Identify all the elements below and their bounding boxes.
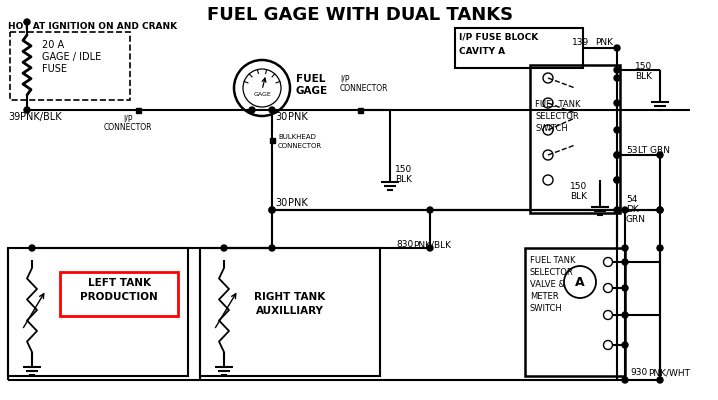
Text: HOT AT IGNITION ON AND CRANK: HOT AT IGNITION ON AND CRANK xyxy=(8,22,177,31)
Text: CONNECTOR: CONNECTOR xyxy=(340,84,388,93)
Text: LEFT TANK: LEFT TANK xyxy=(88,278,151,288)
Text: 930: 930 xyxy=(630,368,647,377)
Text: METER: METER xyxy=(530,292,559,301)
Bar xyxy=(136,108,141,112)
Text: SELECTOR: SELECTOR xyxy=(530,268,574,277)
Bar xyxy=(525,248,625,376)
Text: SELECTOR: SELECTOR xyxy=(535,112,579,121)
Bar xyxy=(455,28,583,68)
Text: GAGE / IDLE: GAGE / IDLE xyxy=(42,52,101,62)
Circle shape xyxy=(614,45,620,51)
Circle shape xyxy=(249,107,255,113)
Text: PNK/BLK: PNK/BLK xyxy=(20,112,62,122)
Text: A: A xyxy=(575,276,585,288)
Text: FUSE: FUSE xyxy=(42,64,67,74)
Text: FUEL TANK: FUEL TANK xyxy=(535,100,580,109)
Text: 54: 54 xyxy=(626,195,638,204)
Text: PRODUCTION: PRODUCTION xyxy=(80,292,158,302)
Text: CONNECTOR: CONNECTOR xyxy=(103,123,152,132)
Circle shape xyxy=(622,377,628,383)
Text: AUXILLIARY: AUXILLIARY xyxy=(256,306,324,316)
Text: RIGHT TANK: RIGHT TANK xyxy=(254,292,326,302)
Circle shape xyxy=(657,207,663,213)
Text: FUEL: FUEL xyxy=(296,74,325,84)
Text: PNK: PNK xyxy=(595,38,613,47)
Circle shape xyxy=(622,207,628,213)
Text: I/P: I/P xyxy=(123,114,133,123)
Circle shape xyxy=(614,100,620,106)
Text: 139: 139 xyxy=(572,38,589,47)
Text: CAVITY A: CAVITY A xyxy=(459,47,505,56)
Text: PNK: PNK xyxy=(288,112,308,122)
Text: BLK: BLK xyxy=(570,192,587,201)
Circle shape xyxy=(269,207,275,213)
Circle shape xyxy=(614,67,620,73)
Bar xyxy=(269,138,274,142)
Text: PNK/BLK: PNK/BLK xyxy=(413,240,451,249)
Text: GAGE: GAGE xyxy=(253,92,271,97)
Circle shape xyxy=(427,207,433,213)
Circle shape xyxy=(614,127,620,133)
Circle shape xyxy=(622,342,628,348)
Circle shape xyxy=(622,285,628,291)
Circle shape xyxy=(614,207,620,213)
Text: FUEL GAGE WITH DUAL TANKS: FUEL GAGE WITH DUAL TANKS xyxy=(207,6,513,24)
Circle shape xyxy=(24,107,30,113)
Bar xyxy=(358,108,363,112)
Circle shape xyxy=(614,75,620,81)
Text: GRN: GRN xyxy=(626,215,646,224)
Circle shape xyxy=(269,245,275,251)
Text: VALVE &: VALVE & xyxy=(530,280,565,289)
Circle shape xyxy=(622,245,628,251)
Text: I/P FUSE BLOCK: I/P FUSE BLOCK xyxy=(459,33,538,42)
Circle shape xyxy=(614,177,620,183)
Bar xyxy=(10,32,130,100)
Circle shape xyxy=(614,177,620,183)
Circle shape xyxy=(614,152,620,158)
Circle shape xyxy=(622,259,628,265)
Text: 30: 30 xyxy=(275,112,287,122)
Text: CONNECTOR: CONNECTOR xyxy=(278,143,322,149)
Text: 830: 830 xyxy=(396,240,414,249)
Circle shape xyxy=(614,152,620,158)
Circle shape xyxy=(269,207,275,213)
Text: 30: 30 xyxy=(275,198,287,208)
Text: BLK: BLK xyxy=(395,175,412,184)
Bar xyxy=(60,272,178,316)
Circle shape xyxy=(29,245,35,251)
Text: LT GRN: LT GRN xyxy=(638,146,670,155)
Circle shape xyxy=(427,245,433,251)
Text: PNK/WHT: PNK/WHT xyxy=(648,368,690,377)
Text: SWITCH: SWITCH xyxy=(535,124,568,133)
Text: GAGE: GAGE xyxy=(296,86,328,96)
Text: 150: 150 xyxy=(570,182,587,191)
Circle shape xyxy=(657,207,663,213)
Circle shape xyxy=(657,245,663,251)
Text: PNK: PNK xyxy=(288,198,308,208)
Circle shape xyxy=(221,245,227,251)
Text: I/P: I/P xyxy=(340,74,350,83)
Circle shape xyxy=(24,19,30,25)
Bar xyxy=(8,248,188,376)
Text: 53: 53 xyxy=(626,146,638,155)
Circle shape xyxy=(657,377,663,383)
Text: 150: 150 xyxy=(395,165,412,174)
Text: 39: 39 xyxy=(8,112,20,122)
Text: BLK: BLK xyxy=(635,72,652,81)
Text: SWITCH: SWITCH xyxy=(530,304,563,313)
Circle shape xyxy=(657,152,663,158)
Text: FUEL TANK: FUEL TANK xyxy=(530,256,576,265)
Text: 20 A: 20 A xyxy=(42,40,64,50)
Bar xyxy=(530,65,620,213)
Circle shape xyxy=(269,107,275,113)
Text: 150: 150 xyxy=(635,62,652,71)
Text: BULKHEAD: BULKHEAD xyxy=(278,134,316,140)
Text: DK: DK xyxy=(626,205,639,214)
Bar xyxy=(200,248,380,376)
Circle shape xyxy=(622,312,628,318)
